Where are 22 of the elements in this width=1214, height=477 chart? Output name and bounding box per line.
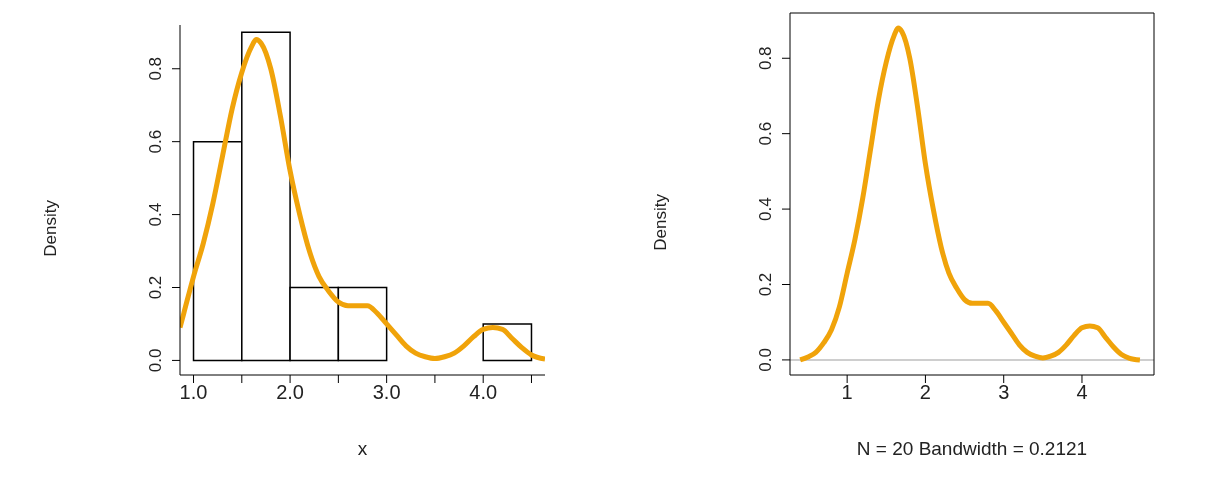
- y-tick-label: 0.0: [145, 348, 165, 373]
- y-tick-label: 0.0: [755, 348, 775, 372]
- y-axis-title: Density: [651, 193, 671, 251]
- y-tick-label: 0.6: [755, 121, 775, 146]
- x-tick-label: 3.0: [372, 381, 401, 404]
- x-tick-label: 1: [841, 381, 853, 404]
- x-axis-title: x: [357, 438, 368, 459]
- x-tick-label: 3: [998, 381, 1010, 404]
- y-tick-label: 0.8: [145, 56, 165, 81]
- x-tick-label: 2.0: [276, 381, 304, 404]
- y-tick-label: 0.4: [755, 197, 775, 221]
- x-tick-label: 2: [919, 381, 931, 404]
- y-tick-label: 0.2: [145, 275, 165, 300]
- x-axis-title: N = 20 Bandwidth = 0.2121: [856, 438, 1088, 459]
- x-tick-label: 4.0: [469, 381, 498, 404]
- y-tick-label: 0.4: [145, 202, 165, 227]
- x-tick-label: 4: [1076, 381, 1088, 404]
- y-tick-label: 0.2: [755, 272, 775, 297]
- x-tick-label: 1.0: [179, 381, 208, 404]
- y-tick-label: 0.8: [755, 46, 775, 71]
- y-tick-label: 0.6: [145, 129, 165, 154]
- y-axis-title: Density: [41, 199, 61, 257]
